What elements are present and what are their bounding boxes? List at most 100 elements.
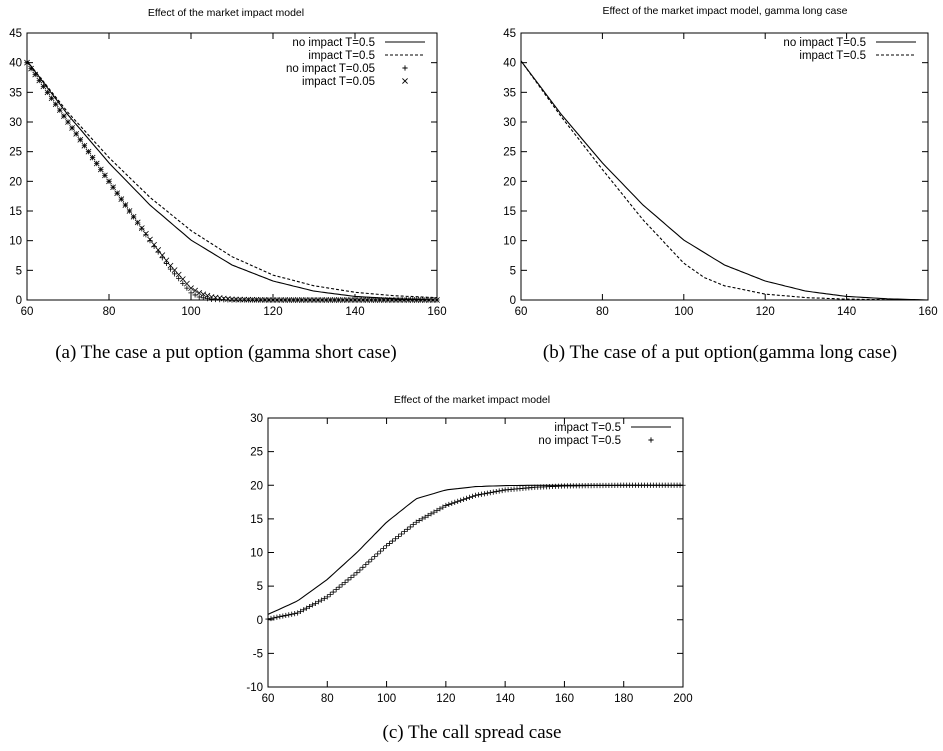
chart-c-ytick-label: 20 [250, 480, 263, 492]
chart-a-series-3-point [48, 95, 55, 102]
chart-a-ytick-label: 15 [9, 206, 22, 218]
chart-b-series-1-line [520, 60, 928, 301]
chart-a-ytick-label: 25 [9, 147, 22, 159]
chart-c-xtick-label: 80 [321, 693, 334, 705]
chart-c-series-1-point [481, 491, 487, 497]
chart-b-xtick-label: 120 [756, 306, 775, 318]
chart-a-series-3-point [384, 297, 391, 303]
chart-c-series-1-point [378, 548, 384, 554]
chart-c: Effect of the market impact model (c) Th… [246, 394, 692, 743]
chart-a-series-3-point [233, 296, 239, 303]
chart-a-series-3-point [430, 297, 436, 303]
chart-c-series-1-point [315, 599, 321, 605]
chart-c-ytick-label: 0 [257, 615, 263, 627]
chart-a-plot-frame [26, 32, 438, 301]
chart-c-series-1-point [345, 577, 351, 583]
chart-c-series-1-point [443, 502, 449, 509]
chart-a-series-3-point [261, 296, 268, 303]
chart-a-series-2-point [167, 266, 174, 272]
chart-c-series-1-point [348, 574, 354, 581]
chart-c-series-1-point [292, 611, 298, 617]
chart-b-series-1-legend-label: impact T=0.5 [799, 50, 866, 62]
chart-b-series-0-line [520, 60, 929, 301]
chart-a-series-3-point [102, 172, 108, 179]
chart-a-series-3-point [294, 297, 301, 303]
chart-c-series-1-point [372, 553, 378, 560]
chart-a-series-3-point [319, 297, 326, 303]
chart-c-xtick-label: 140 [496, 693, 515, 705]
chart-a-series-3-point [389, 297, 395, 303]
chart-a-series-3-point [93, 160, 100, 167]
chart-a-series-2-point [143, 232, 149, 238]
chart-c-series-1-point [493, 488, 499, 495]
chart-a-series-3-point [368, 297, 375, 303]
chart-c-series-1-point [469, 493, 476, 499]
chart-b-xtick-label: 60 [515, 306, 528, 318]
chart-c-series-1-point [386, 540, 393, 547]
chart-c-series-1-point [289, 611, 295, 617]
chart-a-series-3-point [134, 219, 141, 226]
chart-c-series-1-point [455, 498, 461, 504]
chart-a-series-3-legend-label: impact T=0.05 [302, 76, 375, 88]
chart-c-series-1-point [303, 605, 310, 611]
chart-c-series-1-point [461, 496, 467, 502]
chart-a-ytick-label: 40 [9, 58, 22, 70]
chart-c-series-1-point [466, 494, 473, 500]
chart-a-xtick-label: 80 [103, 306, 116, 318]
chart-c-series-1-point [283, 612, 289, 619]
chart-b-ytick-label: 5 [510, 265, 516, 277]
chart-b-ytick-label: 10 [503, 236, 516, 248]
chart-c-series-1-point [472, 492, 479, 498]
chart-a-series-3-point [343, 297, 350, 303]
chart-c-ytick-label: -5 [253, 648, 263, 660]
chart-a-xtick-label: 100 [181, 306, 200, 318]
chart-c-series-1-point [309, 602, 316, 608]
chart-c-series-1-legend-label: no impact T=0.5 [538, 435, 621, 447]
chart-a-series-3-point [302, 297, 309, 303]
chart-a-series-3-point [335, 297, 342, 303]
chart-a-series-3-point [286, 297, 293, 303]
chart-a-series-3-point [425, 297, 432, 303]
chart-c-series-1-point [336, 584, 342, 590]
chart-a-series-3-point [249, 296, 256, 303]
chart-a-series-3-point [97, 166, 104, 173]
chart-a-series-3-point [266, 297, 272, 303]
chart-a-series-3-point [372, 297, 379, 303]
chart-a-ytick-label: 5 [16, 265, 22, 277]
chart-a-series-3-point [40, 83, 47, 90]
chart-a-series-3-point [417, 297, 424, 303]
chart-c-ytick-label: 30 [250, 413, 263, 425]
chart-c-ytick-label: 5 [257, 581, 263, 593]
chart-a-caption: (a) The case a put option (gamma short c… [55, 342, 397, 363]
chart-a-ytick-label: 0 [16, 295, 22, 307]
chart-c-xtick-label: 60 [262, 693, 275, 705]
chart-c-series-1-point [324, 594, 330, 600]
chart-a-series-3-point [245, 296, 252, 303]
chart-a-series-3-point [118, 196, 125, 203]
chart-c-series-1-point [458, 497, 464, 503]
chart-a-series-3-point [126, 208, 133, 214]
chart-c-series-1-point [449, 500, 455, 507]
chart-a-series-3-point [253, 296, 260, 303]
chart-a-series-3-point [204, 292, 211, 299]
chart-c-series-0-legend-label: impact T=0.5 [554, 422, 621, 434]
chart-b-caption: (b) The case of a put option(gamma long … [543, 342, 897, 363]
chart-c-series-1-point [271, 615, 277, 621]
chart-c-ytick-label: 15 [250, 514, 263, 526]
chart-a-xtick-label: 120 [263, 306, 282, 318]
chart-a-series-3-point [196, 289, 203, 296]
chart-a-series-3-point [85, 148, 92, 155]
chart-a-series-3-point [73, 130, 80, 137]
chart-a-xtick-label: 140 [345, 306, 364, 318]
chart-a-series-3-point [405, 297, 412, 303]
chart-a-series-3-point [434, 297, 440, 303]
chart-c-series-1-point [428, 511, 434, 517]
chart-a-series-3-point [339, 297, 346, 303]
chart-c-series-1-point [416, 517, 422, 524]
chart-a-series-2-legend-label: no impact T=0.05 [286, 63, 375, 75]
chart-c-caption: (c) The call spread case [383, 722, 562, 743]
chart-a-series-3-point [348, 297, 354, 303]
chart-a-series-3-point [307, 297, 313, 303]
chart-c-series-1-point [363, 562, 369, 568]
chart-b-ytick-label: 15 [503, 206, 516, 218]
